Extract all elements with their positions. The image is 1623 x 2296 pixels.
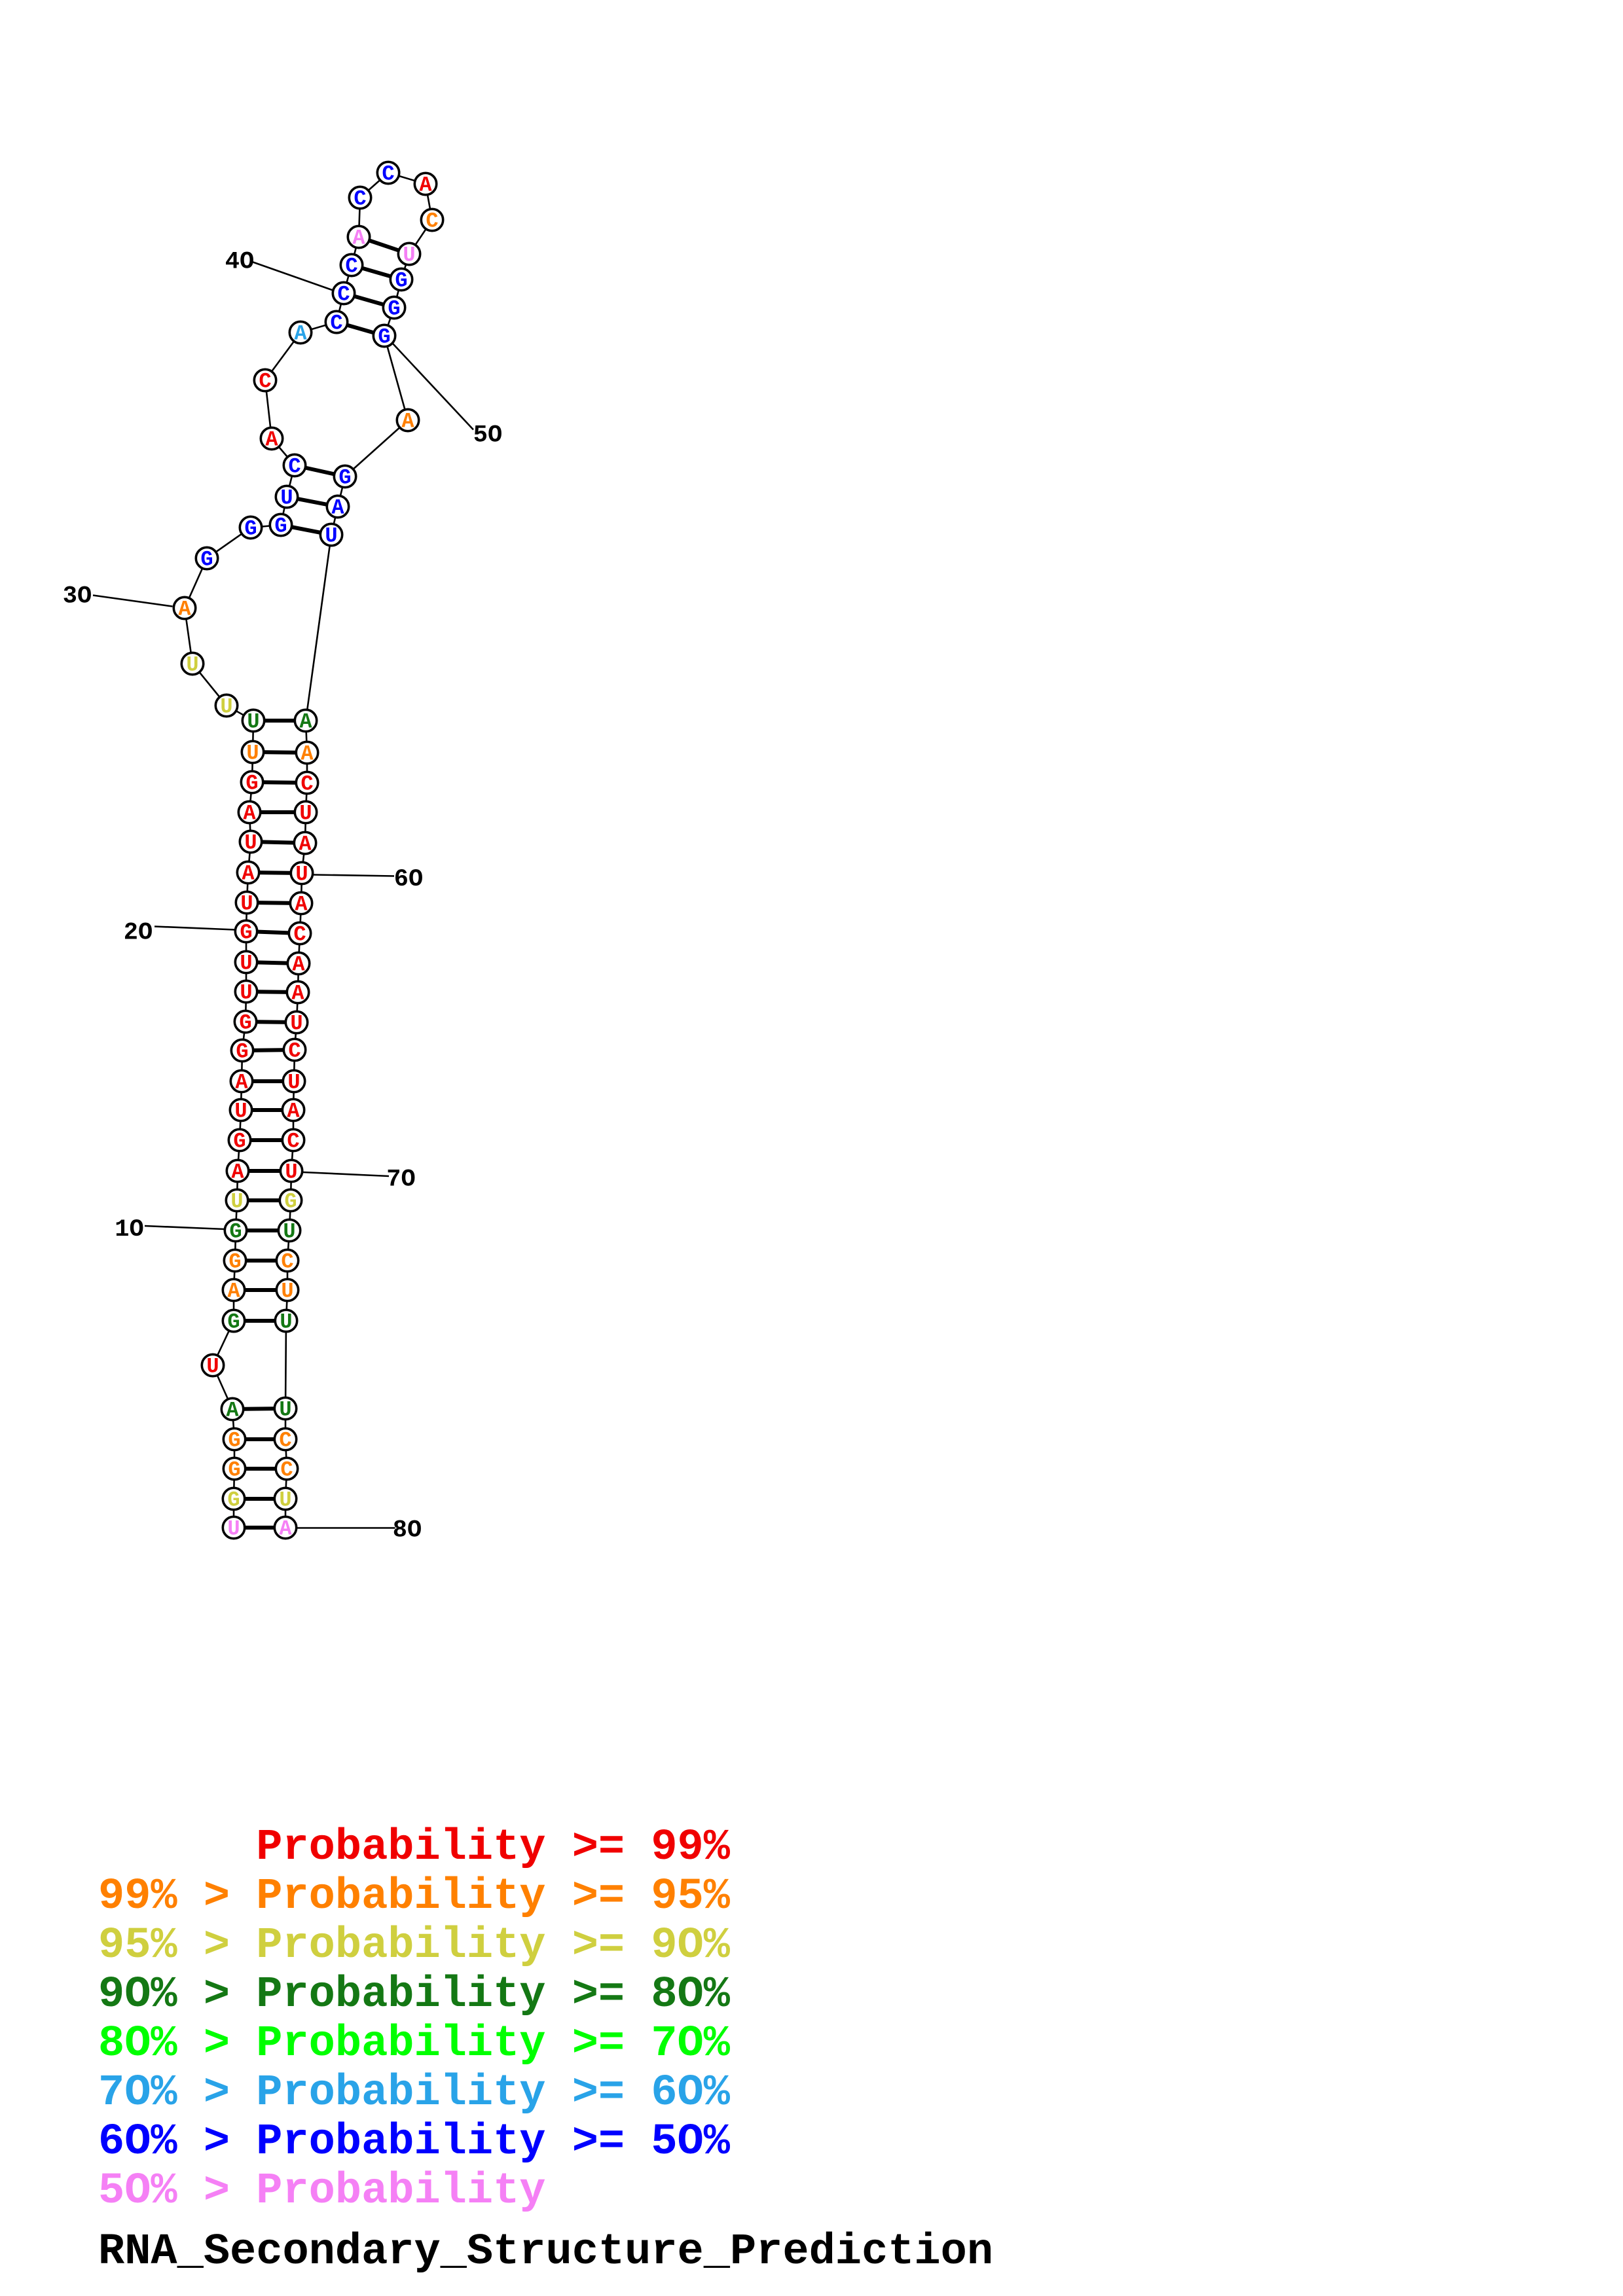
svg-text:C: C	[280, 1458, 293, 1482]
svg-text:G: G	[244, 517, 257, 541]
svg-text:A: A	[401, 410, 414, 434]
svg-text:A: A	[178, 598, 191, 622]
svg-text:5O: 5O	[473, 422, 502, 449]
svg-text:1O: 1O	[115, 1216, 143, 1244]
svg-text:C: C	[279, 1429, 291, 1453]
svg-text:G: G	[227, 1488, 240, 1513]
svg-text:U: U	[220, 695, 232, 719]
svg-text:A: A	[291, 982, 304, 1006]
svg-text:U: U	[403, 243, 415, 268]
svg-text:U: U	[299, 802, 312, 826]
svg-text:A: A	[294, 322, 307, 346]
svg-text:A: A	[295, 893, 308, 917]
svg-text:U: U	[285, 1160, 297, 1185]
svg-text:A: A	[279, 1517, 292, 1541]
svg-text:G: G	[240, 921, 252, 945]
svg-text:C: C	[287, 1130, 299, 1154]
svg-text:U: U	[240, 892, 253, 916]
svg-text:G: G	[395, 269, 407, 293]
svg-text:95% > Probability >= 9O%: 95% > Probability >= 9O%	[98, 1921, 731, 1971]
svg-text:U: U	[295, 863, 308, 887]
svg-text:A: A	[292, 953, 305, 977]
svg-text:U: U	[186, 653, 198, 677]
svg-text:8O% > Probability >= 7O%: 8O% > Probability >= 7O%	[98, 2019, 731, 2069]
svg-text:A: A	[419, 173, 432, 198]
svg-text:A: A	[235, 1071, 248, 1095]
svg-text:A: A	[227, 1280, 240, 1304]
svg-text:C: C	[337, 283, 350, 307]
svg-text:U: U	[244, 831, 257, 855]
svg-text:U: U	[206, 1355, 219, 1379]
svg-text:7O: 7O	[386, 1166, 415, 1193]
svg-text:G: G	[227, 1310, 240, 1335]
svg-text:U: U	[240, 952, 252, 976]
svg-text:8O: 8O	[393, 1516, 422, 1544]
svg-text:U: U	[325, 524, 337, 548]
svg-text:6O% > Probability >= 5O%: 6O% > Probability >= 5O%	[98, 2117, 731, 2167]
svg-text:A: A	[301, 742, 314, 766]
svg-text:C: C	[382, 162, 394, 187]
svg-text:U: U	[240, 981, 252, 1005]
svg-text:U: U	[283, 1220, 295, 1244]
svg-text:C: C	[288, 455, 301, 479]
svg-text:2O: 2O	[124, 919, 153, 946]
svg-text:A: A	[299, 710, 312, 734]
svg-text:G: G	[228, 1429, 240, 1453]
svg-text:6O: 6O	[394, 866, 423, 893]
svg-text:U: U	[281, 1280, 293, 1304]
svg-text:G: G	[236, 1040, 248, 1064]
svg-text:A: A	[243, 802, 256, 826]
svg-text:G: G	[246, 772, 258, 796]
svg-text:U: U	[280, 1310, 292, 1335]
svg-text:G: G	[239, 1011, 251, 1035]
svg-text:U: U	[287, 1071, 300, 1095]
svg-text:U: U	[247, 710, 259, 734]
svg-text:RNA_Secondary_Structure_Predic: RNA_Secondary_Structure_Prediction	[98, 2227, 993, 2277]
svg-text:U: U	[234, 1100, 247, 1124]
svg-text:5O% > Probability: 5O% > Probability	[98, 2166, 546, 2216]
svg-text:C: C	[426, 209, 438, 234]
svg-text:A: A	[226, 1399, 239, 1423]
svg-text:G: G	[284, 1190, 297, 1214]
svg-text:C: C	[293, 923, 306, 947]
svg-text:C: C	[281, 1250, 293, 1274]
svg-text:G: G	[229, 1220, 242, 1244]
svg-text:U: U	[227, 1517, 240, 1541]
svg-text:U: U	[230, 1190, 243, 1214]
svg-text:G: G	[378, 325, 390, 350]
svg-text:A: A	[299, 833, 312, 857]
svg-text:U: U	[279, 1398, 291, 1422]
svg-text:4O: 4O	[225, 248, 254, 276]
svg-text:G: G	[228, 1250, 241, 1274]
svg-text:C: C	[354, 187, 366, 211]
svg-text:A: A	[331, 496, 344, 520]
svg-text:G: G	[338, 466, 351, 490]
svg-text:C: C	[288, 1039, 301, 1064]
svg-text:A: A	[287, 1100, 300, 1124]
svg-text:G: G	[388, 297, 400, 321]
svg-text:A: A	[231, 1160, 244, 1185]
svg-text:A: A	[352, 226, 365, 251]
svg-text:G: G	[200, 548, 213, 572]
svg-text:C: C	[330, 312, 342, 336]
svg-text:C: C	[259, 370, 271, 394]
svg-text:U: U	[280, 486, 293, 511]
svg-text:9O% > Probability >= 8O%: 9O% > Probability >= 8O%	[98, 1970, 731, 2020]
svg-text:A: A	[265, 428, 278, 452]
svg-text:G: G	[233, 1130, 246, 1154]
svg-text:U: U	[290, 1012, 302, 1036]
svg-text:C: C	[301, 772, 313, 797]
svg-text:U: U	[246, 742, 259, 766]
svg-text:G: G	[228, 1458, 240, 1482]
svg-text:C: C	[345, 255, 357, 279]
svg-text:G: G	[274, 514, 287, 539]
svg-text:99% > Probability >= 95%: 99% > Probability >= 95%	[98, 1872, 731, 1922]
svg-text:7O% > Probability >= 6O%: 7O% > Probability >= 6O%	[98, 2068, 731, 2118]
svg-text:A: A	[242, 862, 255, 886]
svg-text:3O: 3O	[63, 583, 92, 610]
svg-text:Probability >= 99%: Probability >= 99%	[98, 1823, 731, 1873]
svg-text:U: U	[279, 1488, 291, 1513]
